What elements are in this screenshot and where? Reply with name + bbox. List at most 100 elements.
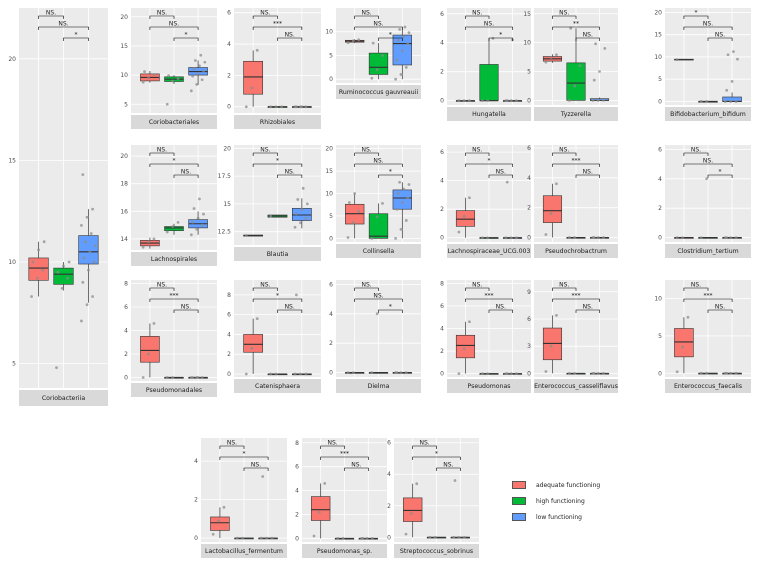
facet-strip	[131, 252, 217, 266]
chart-panel: 0 5 10 NS.***NS. Enterococcus_faecalis	[654, 280, 751, 393]
significance-label: NS.	[715, 32, 725, 39]
data-point	[294, 105, 298, 109]
significance-bracket	[575, 309, 600, 313]
y-tick-label: 20	[223, 145, 231, 152]
data-point	[152, 322, 156, 325]
box-2	[368, 213, 389, 239]
significance-label: NS.	[361, 282, 371, 289]
significance-label: NS.	[559, 10, 569, 17]
data-point	[568, 371, 571, 375]
y-tick-label: 0	[440, 371, 444, 378]
data-point	[84, 240, 88, 244]
box-2	[368, 52, 389, 75]
significance-label: *	[276, 158, 279, 165]
significance-label: NS.	[496, 169, 506, 176]
significance-bracket	[277, 37, 303, 41]
data-point	[255, 317, 259, 321]
significance-bracket	[149, 15, 175, 19]
significance-bracket	[378, 309, 403, 313]
data-point	[505, 99, 509, 103]
data-point	[726, 53, 730, 57]
data-point	[274, 372, 278, 376]
data-point	[462, 99, 466, 103]
data-point	[509, 372, 513, 376]
data-point	[705, 100, 709, 103]
data-point	[699, 371, 703, 375]
y-tick-label: 5	[658, 76, 662, 83]
y-tick-label: 6	[527, 145, 531, 152]
data-point	[351, 39, 355, 43]
data-point	[730, 80, 734, 83]
data-point	[457, 535, 461, 539]
facet-label: Rhizobiales	[260, 119, 295, 126]
data-point	[725, 236, 729, 239]
data-point	[147, 240, 150, 244]
y-tick-label: 10	[654, 296, 662, 303]
y-tick-label: 4	[440, 40, 444, 47]
facet-strip	[665, 244, 751, 258]
significance-label: ***	[340, 451, 349, 458]
data-point	[486, 372, 490, 376]
data-point	[91, 295, 95, 298]
data-point	[189, 233, 193, 237]
significance-label: *	[435, 451, 438, 458]
data-point	[505, 372, 509, 376]
significance-label: ***	[170, 293, 179, 300]
data-point	[255, 48, 259, 52]
data-point	[491, 37, 495, 40]
y-tick-label: 20	[325, 146, 333, 153]
data-point	[453, 479, 457, 482]
data-point	[202, 212, 205, 216]
data-point	[395, 371, 399, 374]
data-point	[468, 320, 471, 324]
data-point	[402, 187, 406, 191]
y-tick-label: 2	[194, 497, 198, 504]
significance-label: NS.	[46, 10, 56, 17]
significance-label: NS.	[583, 304, 593, 311]
significance-label: NS.	[260, 10, 270, 17]
facet-label: Pseudomonadales	[146, 387, 202, 394]
chart-panel: 0 2 4 6 NS.NS. * Dielma	[329, 280, 421, 393]
facet-label: Lachnospiraceae_UCG.003	[448, 248, 531, 255]
y-tick-label: 20	[654, 9, 662, 16]
significance-label: NS.	[583, 169, 593, 176]
data-point	[404, 371, 408, 374]
significance-label: NS.	[559, 147, 569, 154]
data-point	[200, 78, 204, 82]
data-point	[176, 77, 180, 80]
data-point	[80, 224, 83, 227]
facet-label: Enterococcus_casseliflavus	[534, 383, 618, 390]
significance-bracket	[354, 15, 379, 19]
chart-panel: 5 10 15 20 NS.NS. * Coriobacteriales	[120, 8, 217, 129]
box-1	[403, 497, 423, 522]
data-point	[167, 74, 170, 78]
y-tick-label: 0	[124, 374, 128, 381]
data-point	[67, 260, 71, 264]
data-point	[381, 54, 384, 57]
significance-label: *	[694, 10, 697, 17]
y-tick-label: 2	[295, 512, 299, 519]
y-tick-label: 6	[440, 303, 444, 310]
data-point	[346, 371, 350, 374]
data-point	[415, 482, 419, 486]
significance-label: NS.	[260, 147, 270, 154]
significance-label: NS.	[496, 304, 506, 311]
y-tick-label: 6	[227, 10, 231, 17]
y-tick-label: 17.5	[218, 173, 232, 180]
data-point	[66, 276, 70, 280]
data-point	[203, 60, 207, 64]
data-point	[699, 236, 703, 239]
y-tick-label: 6	[124, 304, 128, 311]
data-point	[568, 98, 571, 102]
facet-strip	[302, 544, 387, 558]
box-3	[78, 235, 99, 265]
facet-label: Coriobacteriales	[149, 119, 199, 126]
data-point	[462, 535, 466, 539]
facet-strip	[447, 379, 531, 393]
significance-bracket	[149, 287, 175, 291]
data-point	[568, 236, 571, 239]
significance-bracket	[552, 26, 600, 30]
data-point	[515, 236, 518, 240]
data-point	[191, 220, 195, 224]
